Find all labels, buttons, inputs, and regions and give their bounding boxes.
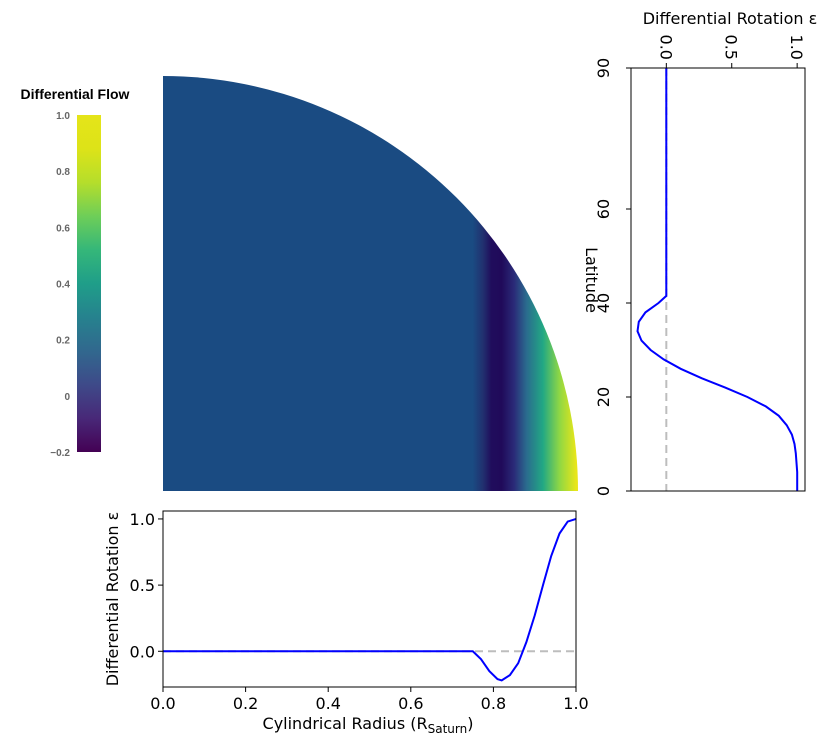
latitude-tick-label: 0 — [594, 486, 613, 496]
colorbar-tick-label: 1.0 — [56, 111, 70, 122]
latitude-y-label: Latitude — [582, 247, 601, 313]
colorbar-tick-label: 0.8 — [56, 167, 70, 178]
colorbar-tick-label: −0.2 — [50, 448, 70, 459]
colorbar-tick-label: 0 — [64, 392, 70, 403]
latitude-x-ticks: 0.0 0.5 1.0 — [656, 35, 806, 68]
latitude-tick-label: 40 — [594, 293, 613, 313]
colorbar-tick-label: 0.2 — [56, 336, 70, 347]
colorbar-tick-label: 0.4 — [56, 280, 70, 291]
x-tick-label: 0.8 — [481, 694, 506, 713]
top-tick-label: 0.0 — [656, 35, 675, 60]
x-tick-label: 1.0 — [563, 694, 588, 713]
quarter-disk-heatmap — [163, 76, 578, 491]
latitude-y-ticks: 0 20 40 60 90 — [594, 58, 631, 496]
radius-y-label: Differential Rotation ε — [103, 512, 122, 687]
latitude-profile-curve — [636, 68, 799, 491]
flow-field — [163, 76, 578, 491]
latitude-tick-label: 90 — [594, 58, 613, 78]
y-tick-label: 0.5 — [130, 576, 155, 595]
y-tick-label: 0.0 — [130, 642, 155, 661]
x-tick-label: 0.0 — [150, 694, 175, 713]
latitude-profile-panel: 0.0 0.5 1.0 0 20 40 60 90 Differential Rotatio… — [582, 9, 817, 496]
radius-x-label: Cylindrical Radius (RSaturn) — [263, 714, 474, 736]
radius-x-ticks: 0.0 0.2 0.4 0.6 0.8 1.0 — [150, 687, 589, 713]
latitude-tick-label: 20 — [594, 387, 613, 407]
colorbar: Differential Flow 1.0 0.8 0.6 0.4 0.2 0 −0.2 — [21, 86, 130, 459]
x-tick-label: 0.2 — [233, 694, 258, 713]
x-tick-label: 0.6 — [398, 694, 423, 713]
top-tick-label: 0.5 — [722, 35, 741, 60]
latitude-tick-label: 60 — [594, 199, 613, 219]
top-tick-label: 1.0 — [787, 35, 806, 60]
radius-y-ticks: 0.0 0.5 1.0 — [130, 510, 163, 661]
colorbar-tick-label: 0.6 — [56, 223, 70, 234]
colorbar-gradient — [77, 115, 101, 452]
y-tick-label: 1.0 — [130, 510, 155, 529]
latitude-axes-frame — [630, 67, 806, 492]
radius-axes-frame — [162, 510, 577, 688]
colorbar-title: Differential Flow — [21, 86, 130, 102]
radius-profile-curve — [163, 517, 577, 682]
latitude-top-label: Differential Rotation ε — [643, 9, 818, 28]
radius-profile-panel: 0.0 0.2 0.4 0.6 0.8 1.0 0.0 0.5 1.0 Cylindrical… — [103, 510, 589, 736]
x-tick-label: 0.4 — [315, 694, 340, 713]
colorbar-ticks: 1.0 0.8 0.6 0.4 0.2 0 −0.2 — [50, 111, 70, 459]
